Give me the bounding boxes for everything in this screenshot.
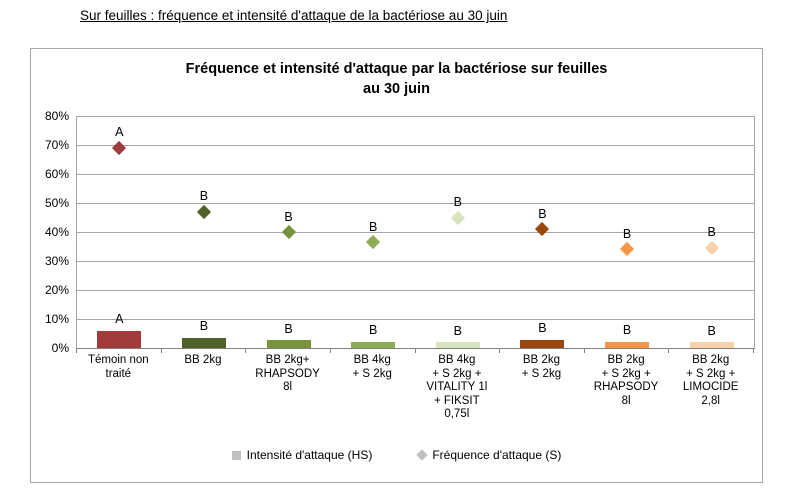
y-tick-label: 20% [44, 283, 69, 297]
frequency-diamond [366, 235, 381, 250]
y-tick-label: 60% [44, 167, 69, 181]
x-axis-category-label: BB 2kg + S 2kg [521, 354, 562, 380]
bar-letter: B [622, 323, 632, 338]
legend-label: Intensité d'attaque (HS) [246, 448, 373, 462]
frequency-letter: B [538, 206, 547, 221]
legend-item: Fréquence d'attaque (S) [416, 448, 562, 462]
y-tick-label: 0% [51, 341, 69, 355]
y-axis-labels: 0% 10% 20% 30% 40% 50% 60% 70% 80% [31, 109, 76, 355]
frequency-diamond [112, 140, 127, 155]
intensity-bar [520, 339, 565, 348]
x-axis-category-label: BB 2kg + S 2kg + RHAPSODY 8l [593, 354, 659, 407]
bar-letter: B [453, 323, 462, 338]
intensity-bar [266, 340, 311, 348]
frequency-diamond [196, 204, 212, 219]
gridline [77, 290, 754, 291]
x-axis-tick [668, 349, 670, 353]
y-tick-label: 10% [44, 312, 69, 326]
frequency-diamond [450, 210, 465, 225]
legend-label: Fréquence d'attaque (S) [432, 448, 562, 462]
intensity-bar [605, 341, 650, 348]
y-tick-label: 70% [44, 138, 69, 152]
x-axis-category-label: BB 2kg + S 2kg + LIMOCIDE 2,8l [682, 354, 739, 407]
frequency-letter: B [369, 219, 378, 234]
legend-diamond-marker-icon [416, 449, 428, 461]
gridline [77, 174, 754, 175]
frequency-letter: B [199, 189, 209, 204]
intensity-bar [689, 342, 734, 348]
frequency-letter: B [453, 195, 462, 209]
legend-item: Intensité d'attaque (HS) [231, 448, 373, 462]
frequency-letter: B [707, 225, 716, 240]
frequency-diamond [704, 240, 719, 256]
bar-letter: B [707, 323, 716, 338]
x-axis-tick [160, 349, 162, 353]
x-axis-category-label: BB 4kg + S 2kg [352, 354, 392, 380]
x-axis-tick [76, 349, 77, 353]
x-axis-tick [245, 349, 247, 353]
intensity-bar [351, 341, 396, 348]
chart: Fréquence et intensité d'attaque par la … [30, 48, 763, 483]
x-axis-category-label: BB 4kg + S 2kg + VITALITY 1l + FIKSIT 0,… [426, 354, 488, 421]
y-tick-label: 80% [44, 109, 69, 123]
x-axis-tick [414, 349, 416, 353]
bar-letter: B [538, 321, 547, 336]
x-axis-tick [499, 349, 501, 353]
y-tick-label: 30% [44, 254, 69, 268]
gridline [77, 261, 754, 262]
frequency-diamond [619, 242, 635, 257]
frequency-diamond [535, 222, 550, 237]
gridline [77, 203, 754, 204]
bar-letter: B [284, 321, 293, 336]
intensity-bar [435, 342, 480, 348]
gridline [77, 145, 754, 146]
bar-letter: A [115, 312, 124, 327]
x-axis-tick [583, 349, 585, 353]
intensity-bar [181, 337, 226, 348]
bar-letter: B [199, 319, 209, 334]
gridline [77, 232, 754, 233]
x-axis-category-label: BB 2kg [184, 354, 222, 366]
y-tick-label: 50% [44, 196, 69, 210]
gridline [77, 319, 754, 320]
legend: Intensité d'attaque (HS) Fréquence d'atta… [31, 448, 762, 462]
page-heading: Sur feuilles : fréquence et intensité d'… [80, 8, 508, 23]
y-tick-label: 40% [44, 225, 69, 239]
x-axis-tick [753, 349, 754, 353]
bar-letter: B [369, 323, 378, 338]
gridline [77, 116, 754, 117]
frequency-letter: A [115, 125, 124, 140]
x-axis-tick [329, 349, 331, 353]
frequency-letter: B [284, 209, 293, 224]
x-axis-labels: Témoin non traité BB 2kg BB 2kg+ RHAPSODY … [76, 354, 753, 422]
chart-title: Fréquence et intensité d'attaque par la … [185, 61, 608, 97]
x-axis-category-label: Témoin non traité [87, 354, 149, 380]
x-axis-category-label: BB 2kg+ RHAPSODY 8l [255, 354, 320, 394]
frequency-letter: B [622, 226, 632, 241]
frequency-diamond [281, 224, 296, 240]
intensity-bar [97, 330, 142, 348]
legend-square-marker-icon [231, 450, 241, 460]
